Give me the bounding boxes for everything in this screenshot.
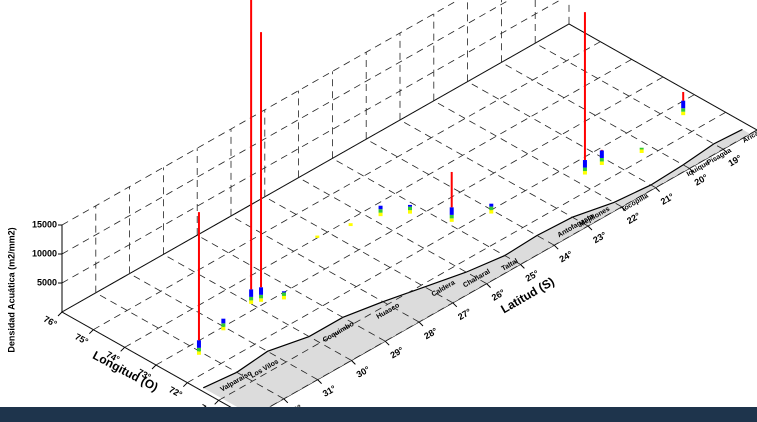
tick-mark	[587, 225, 593, 231]
bottom-band	[0, 407, 757, 422]
y-tick-label: 29°	[388, 345, 405, 361]
y-tick-label: 22°	[625, 210, 642, 226]
z-axis-title: Densidad Acuática (m2/mm2)	[6, 227, 16, 352]
tick-mark	[151, 364, 157, 370]
tick-mark	[418, 321, 424, 327]
grid-line	[249, 129, 757, 419]
y-tick-label: 27°	[456, 306, 473, 322]
tick-mark	[88, 329, 94, 335]
grid-line	[61, 0, 562, 284]
grid-line	[61, 23, 570, 313]
tick-mark	[283, 398, 289, 404]
y-tick-label: 24°	[557, 249, 574, 265]
grid-line	[93, 41, 601, 331]
z-tick-label: 15000	[32, 219, 57, 229]
tick-mark	[621, 206, 627, 212]
x-tick-label: 75°	[73, 332, 90, 347]
y-tick-label: 23°	[591, 230, 608, 246]
z-tick-label: 10000	[32, 248, 57, 258]
tick-mark	[655, 187, 660, 192]
coastline	[202, 128, 743, 389]
y-tick-label: 31°	[321, 383, 338, 399]
tick-mark	[214, 399, 220, 405]
y-tick-label: 30°	[355, 364, 372, 380]
land	[203, 129, 751, 417]
grid-line	[155, 76, 664, 366]
grid-line	[61, 0, 510, 255]
tick-mark	[317, 379, 322, 384]
z-tick-label: 5000	[37, 277, 57, 287]
y-tick-label: 21°	[659, 191, 676, 207]
grid-line	[124, 58, 632, 348]
tick-mark	[486, 283, 491, 288]
tick-mark	[553, 244, 559, 250]
tick-mark	[384, 340, 390, 346]
tick-mark	[182, 382, 188, 388]
grid-line	[61, 0, 459, 226]
y-tick-label: 28°	[422, 326, 439, 342]
grid-line	[187, 94, 695, 384]
tick-mark	[520, 264, 525, 269]
x-tick-label: 72°	[167, 385, 184, 400]
x-tick-label: 76°	[42, 314, 59, 329]
tick-mark	[722, 148, 728, 154]
tick-mark	[57, 311, 63, 317]
grid-line	[218, 111, 726, 401]
tick-mark	[120, 346, 126, 352]
tick-mark	[689, 168, 694, 173]
tick-mark	[452, 302, 458, 308]
tick-mark	[351, 360, 356, 365]
